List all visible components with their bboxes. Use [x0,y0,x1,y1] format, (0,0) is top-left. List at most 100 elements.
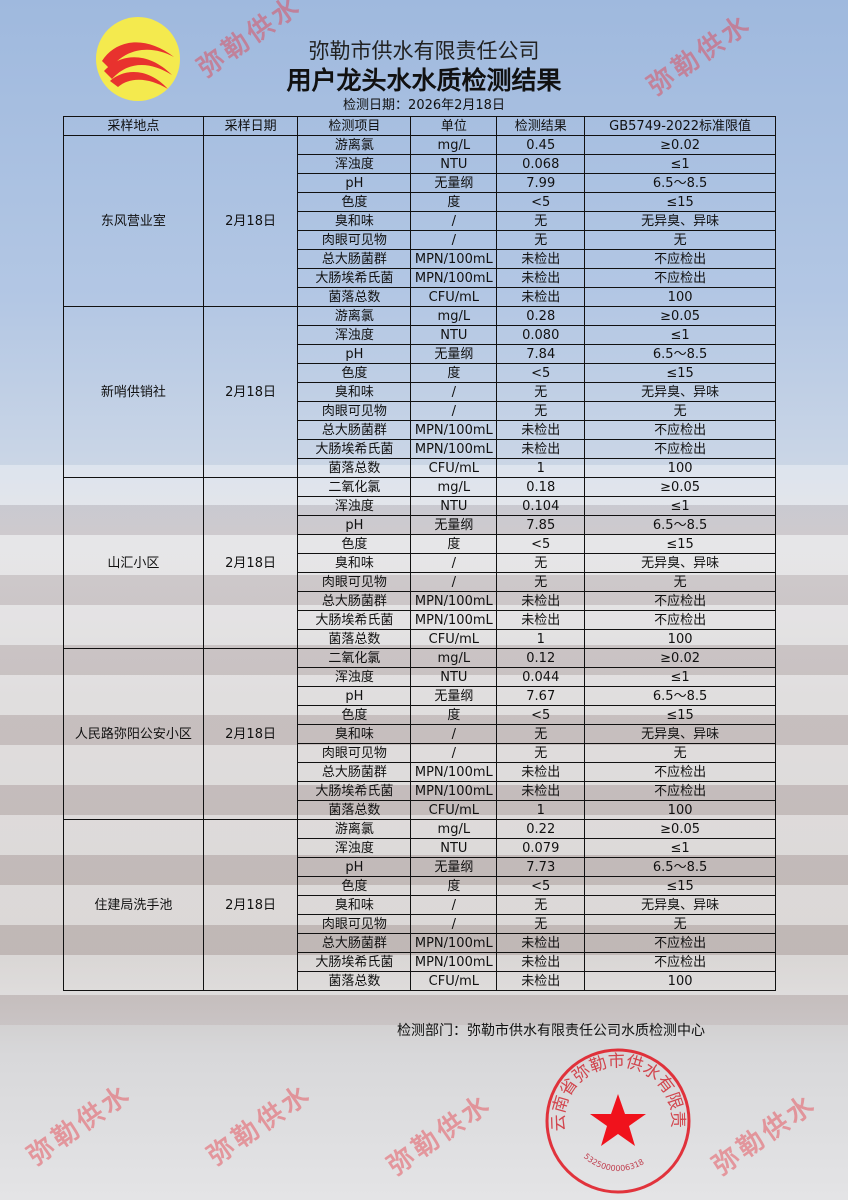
table-row: 肉眼可见物 / 无无 [64,401,776,421]
unit: NTU [410,496,498,516]
result: 0.22 [496,819,586,839]
sample-date: 2月18日 [202,819,299,991]
result: <5 [496,876,586,896]
company-name: 弥勒市供水有限责任公司 [308,39,540,63]
standard-limit: 100 [584,800,776,820]
standard-limit: 6.5～8.5 [584,173,776,193]
test-item: 游离氯 [297,135,412,155]
watermark: 弥勒供水 [382,1088,498,1182]
col-header: 采样日期 [202,116,299,136]
standard-limit: 6.5～8.5 [584,686,776,706]
unit: / [410,572,498,592]
table-row: 臭和味 / 无无异臭、异味 [64,382,776,402]
standard-limit: ≤1 [584,325,776,345]
table-row: 大肠埃希氏菌 MPN/100mL 未检出 不应检出 [64,439,776,459]
result: 无 [496,230,586,250]
table-row: 菌落总数 CFU/mL 未检出 100 [64,287,776,307]
unit: 度 [410,363,498,383]
result: <5 [496,363,586,383]
unit: MPN/100mL [410,268,498,288]
table-row: 色度度 <5 ≤15 [64,705,776,725]
sample-date: 2月18日 [202,135,299,307]
col-header: GB5749-2022标准限值 [584,116,776,136]
result: 7.84 [496,344,586,364]
col-header: 检测项目 [297,116,412,136]
table-row: 山汇小区 2月18日 二氧化氯 mg/L 0.18 ≥0.05 [63,477,776,649]
table-row: pH 无量纲 7.85 6.5～8.5 [64,515,776,535]
result: 未检出 [496,591,586,611]
test-item: 菌落总数 [297,800,412,820]
standard-limit: 无 [584,572,776,592]
table-row: 色度度 <5 ≤15 [64,876,776,896]
test-item: pH [297,173,412,193]
standard-limit: 6.5～8.5 [584,857,776,877]
test-item: 菌落总数 [297,629,412,649]
table-row: pH 无量纲 7.73 6.5～8.5 [64,857,776,877]
test-item: 色度 [297,705,412,725]
standard-limit: 6.5～8.5 [584,344,776,364]
test-item: 色度 [297,876,412,896]
standard-limit: 不应检出 [584,249,776,269]
test-item: pH [297,515,412,535]
result: 7.73 [496,857,586,877]
test-item: 大肠埃希氏菌 [297,439,412,459]
col-header: 单位 [410,116,498,136]
standard-limit: 无 [584,914,776,934]
unit: CFU/mL [410,971,498,991]
standard-limit: 100 [584,287,776,307]
result: 未检出 [496,781,586,801]
unit: 无量纲 [410,515,498,535]
result: 1 [496,629,586,649]
col-header: 检测结果 [496,116,586,136]
unit: MPN/100mL [410,249,498,269]
unit: 无量纲 [410,344,498,364]
standard-limit: 不应检出 [584,439,776,459]
test-item: 色度 [297,363,412,383]
result: 未检出 [496,287,586,307]
result: 7.67 [496,686,586,706]
standard-limit: 无异臭、异味 [584,382,776,402]
result: 未检出 [496,762,586,782]
standard-limit: ≤1 [584,496,776,516]
unit: 度 [410,705,498,725]
result: 无 [496,382,586,402]
unit: / [410,230,498,250]
test-item: 臭和味 [297,895,412,915]
unit: CFU/mL [410,287,498,307]
table-row: pH 无量纲 7.99 6.5～8.5 [64,173,776,193]
test-item: 浑浊度 [297,154,412,174]
result: 无 [496,724,586,744]
standard-limit: 无异臭、异味 [584,724,776,744]
test-item: 色度 [297,534,412,554]
unit: NTU [410,154,498,174]
table-row: 臭和味 / 无无异臭、异味 [64,211,776,231]
table-row: 菌落总数 CFU/mL 1 100 [64,629,776,649]
test-item: 色度 [297,192,412,212]
test-item: 总大肠菌群 [297,420,412,440]
unit: MPN/100mL [410,933,498,953]
standard-limit: ≥0.02 [584,135,776,155]
test-item: 游离氯 [297,819,412,839]
result: <5 [496,192,586,212]
department-footer: 检测部门：弥勒市供水有限责任公司水质检测中心 [397,1023,705,1039]
standard-limit: 不应检出 [584,933,776,953]
test-item: pH [297,686,412,706]
table-row: pH 无量纲 7.84 6.5～8.5 [64,344,776,364]
result: 0.18 [496,477,586,497]
test-item: 总大肠菌群 [297,762,412,782]
sample-location: 新哨供销社 [63,306,204,478]
unit: MPN/100mL [410,591,498,611]
test-item: 浑浊度 [297,838,412,858]
result: 0.28 [496,306,586,326]
result: 无 [496,895,586,915]
standard-limit: ≤1 [584,838,776,858]
result: 0.080 [496,325,586,345]
standard-limit: 无 [584,743,776,763]
table-row: 大肠埃希氏菌 MPN/100mL 未检出 不应检出 [64,268,776,288]
result: 7.85 [496,515,586,535]
test-item: 浑浊度 [297,496,412,516]
unit: / [410,211,498,231]
table-row: 大肠埃希氏菌 MPN/100mL 未检出 不应检出 [64,781,776,801]
unit: mg/L [410,477,498,497]
result: 0.104 [496,496,586,516]
